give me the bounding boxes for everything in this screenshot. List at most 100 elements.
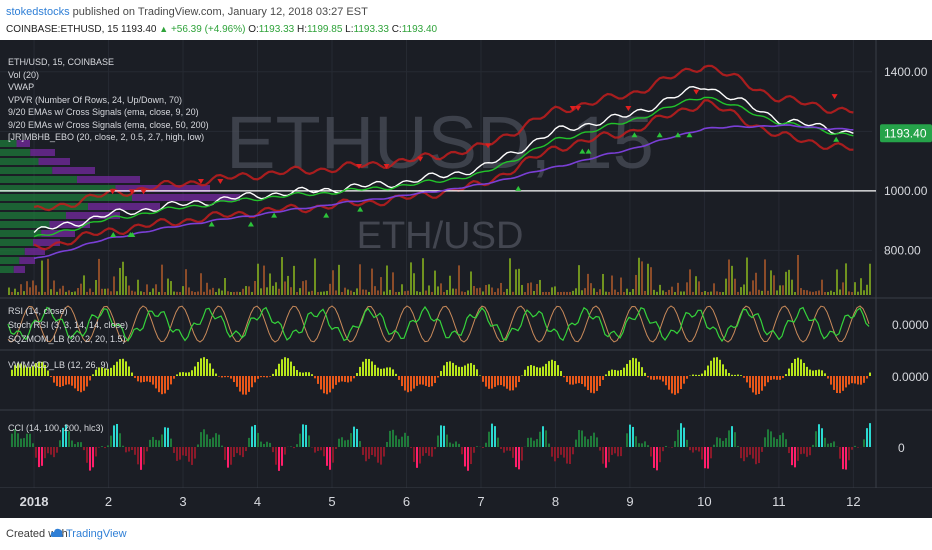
vwmacd-histogram-bar — [365, 358, 367, 376]
cci-histogram-bar — [374, 447, 376, 457]
vwmacd-histogram-bar — [836, 376, 838, 394]
cci-histogram-bar — [131, 447, 133, 451]
cci-histogram-bar — [164, 427, 166, 447]
volume-bar — [278, 288, 280, 295]
cci-histogram-bar — [242, 447, 244, 458]
cci-histogram-bar — [293, 447, 295, 449]
cci-histogram-bar — [407, 435, 409, 447]
cci-histogram-bar — [512, 447, 514, 458]
legend-item[interactable]: Vol (20) — [8, 69, 40, 80]
vwmacd-histogram-bar — [371, 361, 373, 376]
vwmacd-histogram-bar — [233, 376, 235, 383]
cci-histogram-bar — [272, 447, 274, 453]
volume-bar — [251, 291, 253, 295]
volume-bar — [518, 268, 520, 295]
volume-bar — [569, 291, 571, 295]
time-axis-label: 6 — [403, 494, 410, 509]
vwmacd-histogram-bar — [167, 376, 169, 390]
cci-histogram-bar — [815, 431, 817, 447]
vwmacd-histogram-bar — [239, 376, 241, 392]
sqzmom-pane-label[interactable]: SQZMOM_LB (20, 2, 20, 1.5) — [8, 334, 126, 344]
cci-histogram-bar — [320, 447, 322, 451]
volume-bar — [41, 260, 43, 295]
vwmacd-histogram-bar — [35, 363, 37, 376]
cci-histogram-bar — [590, 435, 592, 447]
vwmacd-histogram-bar — [629, 360, 631, 376]
legend-item[interactable]: VWAP — [8, 82, 35, 92]
volume-bar — [533, 290, 535, 295]
cci-histogram-bar — [470, 447, 472, 465]
legend-item[interactable]: [JR]MBHB_EBO (20, close, 2, 0.5, 2.7, hi… — [8, 132, 205, 142]
stoch-rsi-pane-label[interactable]: Stoch RSI (3, 3, 14, 14, close) — [8, 320, 129, 330]
tradingview-link[interactable]: TradingView — [66, 528, 127, 540]
vwmacd-histogram-bar — [185, 372, 187, 376]
volume-bar — [797, 254, 799, 295]
volume-bar — [809, 291, 811, 295]
volume-bar — [248, 286, 250, 295]
volume-bar — [503, 291, 505, 295]
volume-bar — [161, 264, 163, 295]
indicator-panes — [7, 305, 871, 471]
vwmacd-histogram-bar — [671, 376, 673, 394]
legend-item[interactable]: ETH/USD, 15, COINBASE — [8, 57, 115, 67]
volume-bar — [839, 289, 841, 295]
vwmacd-histogram-bar — [287, 358, 289, 376]
author-link[interactable]: stokedstocks — [6, 6, 70, 18]
vwmacd-histogram-bar — [557, 365, 559, 376]
volume-bar — [293, 265, 295, 295]
volume-bar — [554, 286, 556, 295]
volume-bar — [209, 289, 211, 295]
vwmacd-histogram-bar — [467, 363, 469, 376]
cci-histogram-bar — [557, 447, 559, 459]
vwmacd-histogram-bar — [734, 374, 736, 376]
volume-bar — [638, 257, 640, 295]
cci-histogram-bar — [713, 444, 715, 447]
chart-area[interactable]: ETHUSD, 15 ETH/USD 1400.00 1000.00 800.0… — [0, 40, 932, 518]
cci-pane-label[interactable]: CCI (14, 100, 200, hlc3) — [8, 423, 104, 433]
vwmacd-histogram-bar — [419, 376, 421, 385]
legend-item[interactable]: 9/20 EMAs w/ Cross Signals (ema, close, … — [8, 107, 199, 117]
volume-bar — [137, 279, 139, 295]
volume-bar — [242, 288, 244, 295]
volume-bar — [446, 289, 448, 295]
sell-signal-marker — [383, 164, 390, 170]
volume-bar — [218, 288, 220, 295]
vwmacd-histogram-bar — [284, 357, 286, 376]
legend-item[interactable]: 9/20 EMAs w/ Cross Signals (ema, close, … — [8, 119, 209, 130]
cci-histogram-bar — [686, 439, 688, 447]
cci-histogram-bar — [833, 441, 835, 447]
vwmacd-pane-label[interactable]: VWMACD_LB (12, 26, 9) — [8, 360, 109, 370]
chart-canvas[interactable]: ETHUSD, 15 ETH/USD 1400.00 1000.00 800.0… — [0, 40, 932, 518]
volume-bar — [44, 291, 46, 295]
vwmacd-histogram-bar — [746, 376, 748, 383]
volume-bar — [302, 281, 304, 295]
volume-bar — [329, 283, 331, 295]
volume-bar — [350, 290, 352, 295]
legend-item[interactable]: VPVR (Number Of Rows, 24, Up/Down, 70) — [8, 94, 183, 105]
vwmacd-histogram-bar — [656, 376, 658, 380]
vwmacd-histogram-bar — [176, 374, 178, 376]
vwmacd-histogram-bar — [173, 376, 175, 379]
vwmacd-histogram-bar — [434, 376, 436, 383]
vwmacd-histogram-bar — [350, 376, 352, 382]
volume-bar — [314, 258, 316, 295]
volume-bar — [473, 286, 475, 295]
cci-histogram-bar — [32, 443, 34, 447]
volume-bar — [416, 291, 418, 295]
cci-histogram-bar — [329, 447, 331, 470]
rsi-pane-label[interactable]: RSI (14, close) — [8, 306, 68, 316]
cci-histogram-bar — [821, 428, 823, 447]
cci-histogram-bar — [734, 432, 736, 447]
vwmacd-histogram-bar — [26, 366, 28, 376]
volume-bar — [86, 291, 88, 295]
vwmacd-histogram-bar — [191, 370, 193, 376]
vwmacd-histogram-bar — [104, 368, 106, 376]
volume-bar — [335, 290, 337, 295]
vwmacd-histogram-bar — [791, 362, 793, 376]
cci-histogram-bar — [107, 445, 109, 447]
volume-bar — [227, 291, 229, 295]
current-price-tag — [880, 124, 932, 143]
vwmacd-histogram-bar — [293, 366, 295, 376]
cci-histogram-bar — [95, 447, 97, 457]
cci-histogram-bar — [416, 447, 418, 468]
